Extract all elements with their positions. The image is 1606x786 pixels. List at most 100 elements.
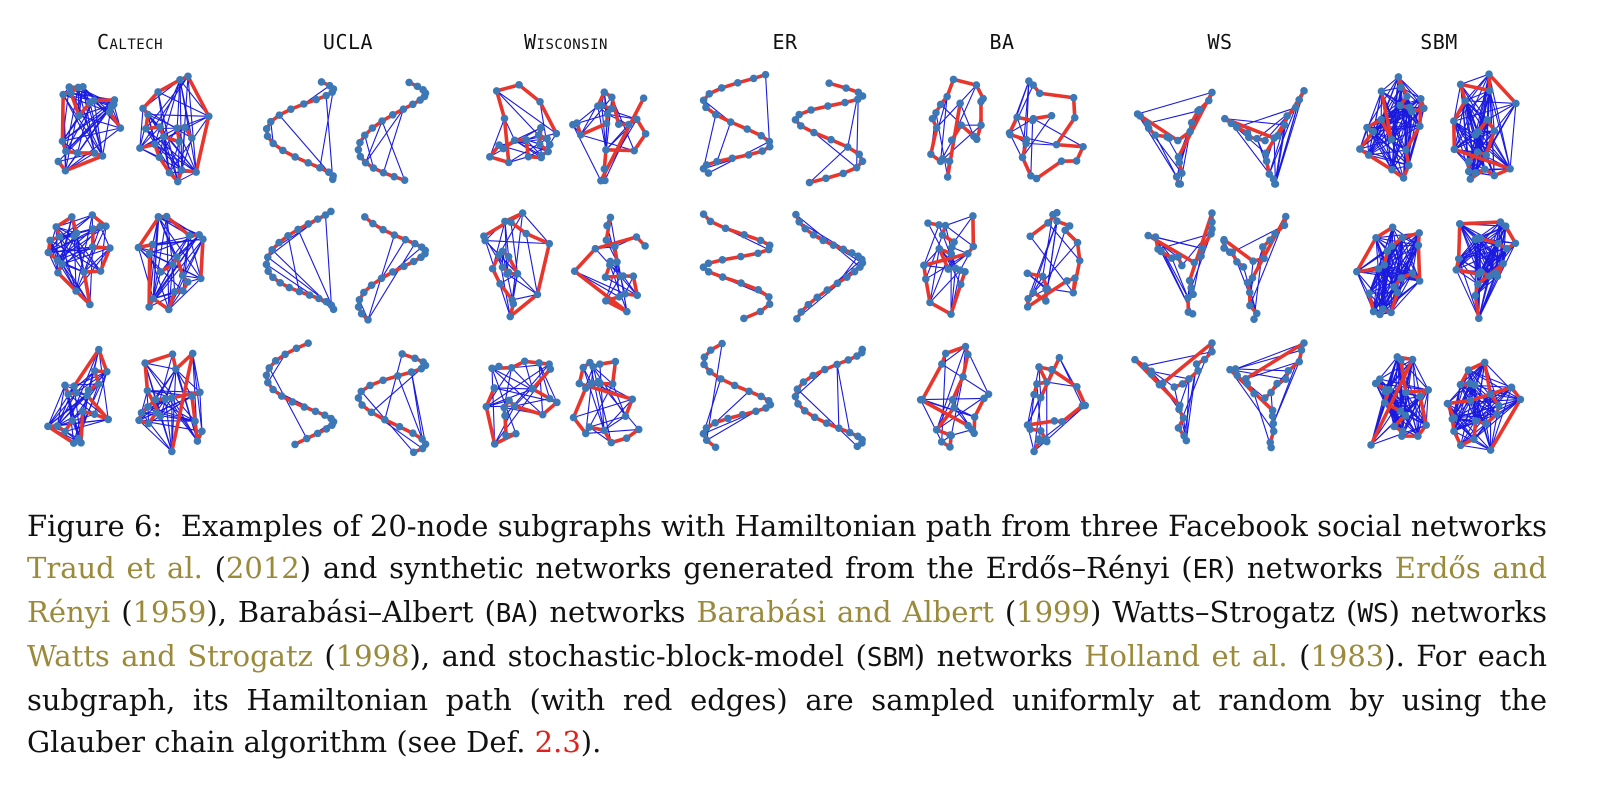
graph-node <box>1168 254 1176 263</box>
hamiltonian-edge <box>494 89 507 121</box>
graph-edge <box>1391 111 1413 140</box>
graph-edge <box>1030 120 1034 176</box>
hamiltonian-edge <box>1369 357 1415 447</box>
graph-node <box>500 403 508 412</box>
hamiltonian-edge <box>164 214 192 238</box>
graph-node <box>546 365 555 373</box>
graph-node <box>1387 135 1396 144</box>
graph-node <box>706 368 714 376</box>
citation-watts-strogatz[interactable]: Watts and Strogatz <box>27 639 313 673</box>
graph-node <box>1023 269 1032 278</box>
graph-node <box>1208 218 1216 226</box>
graph-node <box>1507 383 1516 392</box>
graph-node <box>629 272 638 281</box>
graph-node <box>1190 258 1199 267</box>
graph-node <box>1151 131 1160 139</box>
graph-node <box>594 377 603 386</box>
graph-node <box>1261 394 1269 402</box>
graph-node <box>172 365 180 374</box>
citation-barabasi-albert[interactable]: Barabási and Albert <box>696 595 994 629</box>
citation-erdos-renyi[interactable]: Erdős and Rényi <box>27 551 1548 629</box>
graph-node <box>1050 417 1059 425</box>
graph-node <box>1364 151 1373 159</box>
graph-node <box>1466 396 1475 405</box>
hamiltonian-edge <box>524 231 552 246</box>
graph-edge <box>1385 356 1398 390</box>
graph-node <box>807 106 815 114</box>
graph-node <box>839 169 848 178</box>
graph-edge <box>287 235 300 292</box>
graph-node <box>495 141 503 149</box>
graph-node <box>1380 398 1389 407</box>
citation-holland[interactable]: Holland et al. <box>1084 639 1288 673</box>
graph-edge <box>837 255 859 284</box>
graph-node <box>754 285 763 294</box>
graph-node <box>1449 117 1458 125</box>
graph-edge <box>485 363 550 408</box>
hamiltonian-edge <box>97 347 109 374</box>
hamiltonian-edge <box>82 270 92 307</box>
graph-node <box>944 265 953 273</box>
hamiltonian-edge <box>530 367 553 391</box>
graph-node <box>315 294 323 303</box>
graph-node <box>1388 223 1397 232</box>
graph-node <box>1208 225 1216 233</box>
graph-edge <box>813 132 857 169</box>
graph-node <box>281 350 289 359</box>
graph-edge <box>1382 246 1393 310</box>
graph-edge <box>1368 268 1379 294</box>
citation-year-2012[interactable]: 2012 <box>225 551 300 585</box>
graph-edge <box>486 405 515 408</box>
graph-node <box>205 112 213 121</box>
graph-node <box>510 136 519 145</box>
graph-edge <box>1412 359 1429 391</box>
citation-year-1983[interactable]: 1983 <box>1310 639 1385 673</box>
graph-node <box>602 119 611 128</box>
citation-year-1998[interactable]: 1998 <box>335 639 410 673</box>
graph-edge <box>953 215 974 243</box>
graph-node <box>726 118 735 126</box>
graph-edge <box>1453 386 1512 419</box>
caption-text: ) networks <box>527 595 686 629</box>
graph-node <box>354 303 363 311</box>
graph-edge <box>1398 76 1422 100</box>
hamiltonian-edge <box>156 77 182 94</box>
graph-node <box>136 144 144 152</box>
graph-node <box>302 434 311 443</box>
graph-node <box>980 394 988 403</box>
graph-edge <box>940 96 948 162</box>
citation-year-1959[interactable]: 1959 <box>132 595 207 629</box>
hamiltonian-edge <box>610 95 621 127</box>
citation-traud[interactable]: Traud et al. <box>27 551 203 585</box>
graph-edge <box>1405 98 1422 151</box>
graph-node <box>165 168 174 177</box>
graph-node <box>1069 93 1078 102</box>
graph-edge <box>64 418 109 433</box>
graph-edge <box>1373 98 1422 133</box>
graph-node <box>1186 127 1194 136</box>
graph-node <box>948 396 957 404</box>
column-title-wisconsin: Wisconsin <box>524 30 608 54</box>
graph-edge <box>1478 272 1497 319</box>
graph-node <box>964 249 972 258</box>
graph-edge <box>1368 232 1420 294</box>
graph-node <box>285 283 294 292</box>
graph-node <box>369 164 378 172</box>
graph-node <box>1402 146 1410 154</box>
graph-node <box>356 152 365 161</box>
hamiltonian-edge <box>572 246 598 274</box>
graph-edge <box>1391 149 1407 171</box>
graph-node <box>1026 232 1035 241</box>
definition-reference[interactable]: 2.3 <box>534 725 581 759</box>
citation-year-1999[interactable]: 1999 <box>1016 595 1090 629</box>
hamiltonian-edge <box>1416 243 1422 283</box>
graph-node <box>79 82 87 91</box>
graph-node <box>137 409 146 417</box>
graph-edge <box>176 79 181 129</box>
graph-node <box>765 293 773 301</box>
graph-node <box>61 381 69 390</box>
graph-node <box>835 424 843 433</box>
graph-node <box>1399 174 1408 182</box>
graph-edge <box>155 399 173 452</box>
graph-node <box>1422 421 1431 429</box>
